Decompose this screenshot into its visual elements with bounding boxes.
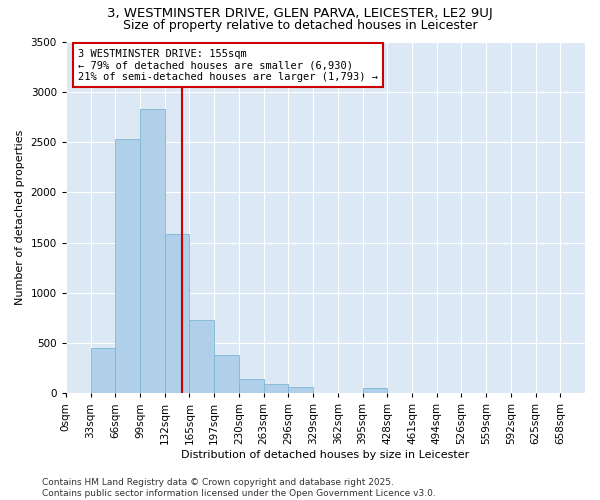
Text: 3, WESTMINSTER DRIVE, GLEN PARVA, LEICESTER, LE2 9UJ: 3, WESTMINSTER DRIVE, GLEN PARVA, LEICES… <box>107 8 493 20</box>
Bar <box>115 139 140 394</box>
Y-axis label: Number of detached properties: Number of detached properties <box>15 130 25 305</box>
Bar <box>362 388 387 394</box>
Bar <box>289 388 313 394</box>
Bar <box>239 379 263 394</box>
Text: Contains HM Land Registry data © Crown copyright and database right 2025.
Contai: Contains HM Land Registry data © Crown c… <box>42 478 436 498</box>
Bar <box>263 384 289 394</box>
Bar <box>165 234 190 394</box>
Bar <box>214 355 239 394</box>
Bar <box>91 348 115 394</box>
Bar <box>140 109 165 394</box>
Text: Size of property relative to detached houses in Leicester: Size of property relative to detached ho… <box>122 18 478 32</box>
Text: 3 WESTMINSTER DRIVE: 155sqm
← 79% of detached houses are smaller (6,930)
21% of : 3 WESTMINSTER DRIVE: 155sqm ← 79% of det… <box>78 48 378 82</box>
X-axis label: Distribution of detached houses by size in Leicester: Distribution of detached houses by size … <box>181 450 470 460</box>
Bar <box>190 320 214 394</box>
